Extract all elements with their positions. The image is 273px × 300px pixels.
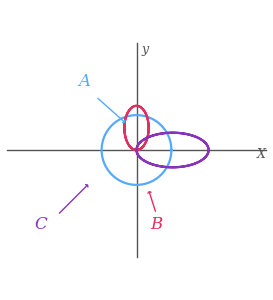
Text: C: C — [34, 216, 47, 233]
Text: A: A — [78, 73, 90, 90]
Text: X: X — [257, 148, 266, 161]
Text: B: B — [150, 216, 163, 233]
Text: y: y — [141, 43, 148, 56]
